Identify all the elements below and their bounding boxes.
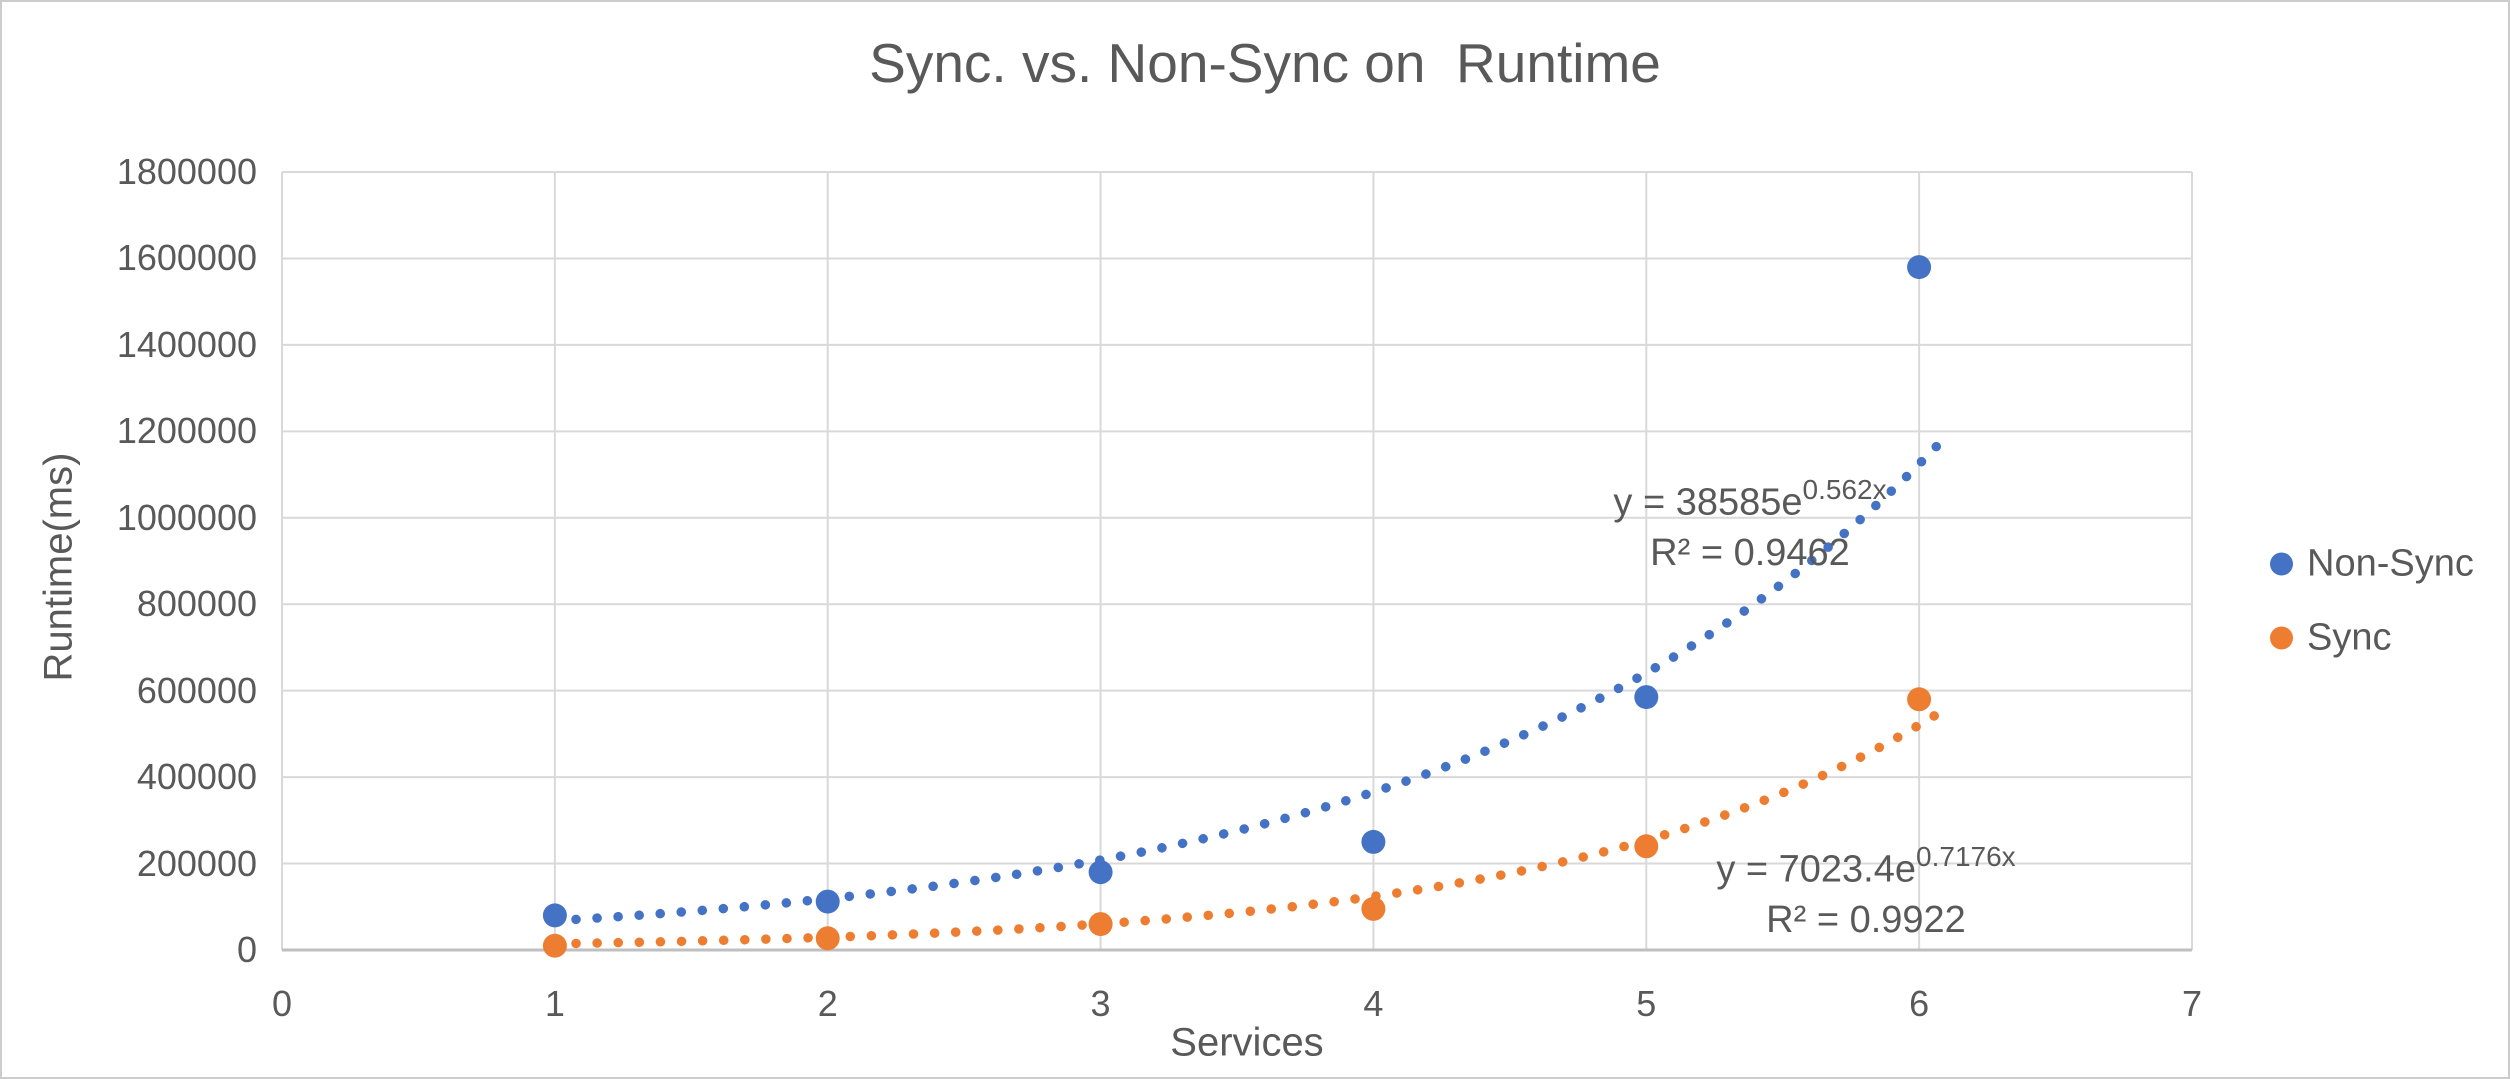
equation-base: y = 7023.4e — [1716, 848, 1917, 891]
x-tick-label: 7 — [2181, 983, 2203, 1024]
x-tick-label: 4 — [1363, 983, 1384, 1024]
x-tick-label: 0 — [271, 983, 293, 1024]
r-squared-line: R² = 0.9462 — [1650, 531, 1850, 574]
y-axis-title: Runtime(ms) — [36, 452, 81, 682]
trendline-non-sync — [550, 439, 1943, 926]
data-point-non-sync — [1088, 860, 1113, 885]
y-tick-label: 1800000 — [116, 151, 257, 192]
data-point-non-sync — [1907, 255, 1932, 280]
equation-line: y = 38585e0.562x — [1613, 467, 1886, 528]
trendline-equation-sync: y = 7023.4e0.7176x R² = 0.9922 — [1716, 834, 2015, 945]
data-point-non-sync — [815, 889, 840, 914]
legend-label-sync: Sync — [2307, 616, 2392, 659]
y-tick-label: 400000 — [136, 756, 257, 798]
data-point-sync — [1907, 687, 1932, 712]
equation-base: y = 38585e — [1613, 481, 1803, 524]
y-tick-label: 0 — [236, 929, 257, 970]
legend-item-non-sync: Non-Sync — [2270, 543, 2474, 586]
legend-marker-non-sync-icon — [2270, 552, 2293, 576]
x-tick-label: 1 — [544, 983, 565, 1024]
r-squared-line: R² = 0.9922 — [1766, 898, 1966, 941]
x-tick-label: 2 — [817, 983, 838, 1024]
trendline-sync — [550, 708, 1943, 949]
data-point-sync — [542, 933, 567, 958]
y-tick-label: 1400000 — [116, 323, 257, 365]
equation-line: y = 7023.4e0.7176x — [1716, 834, 2015, 895]
data-point-non-sync — [1634, 685, 1659, 710]
data-point-sync — [1361, 896, 1386, 921]
data-point-sync — [1088, 912, 1113, 937]
legend-item-sync: Sync — [2270, 617, 2391, 660]
y-tick-label: 1600000 — [116, 237, 257, 279]
x-tick-label: 6 — [1909, 983, 1930, 1024]
y-tick-label: 1200000 — [116, 410, 257, 452]
y-tick-label: 1000000 — [116, 496, 257, 538]
y-tick-label: 200000 — [136, 842, 257, 884]
legend-label-non-sync: Non-Sync — [2307, 542, 2474, 585]
x-axis-title: Services — [1170, 1020, 1324, 1065]
data-point-non-sync — [1361, 829, 1386, 854]
x-tick-label: 3 — [1090, 983, 1111, 1024]
data-point-sync — [1634, 834, 1659, 859]
trendline-equation-non-sync: y = 38585e0.562x R² = 0.9462 — [1613, 467, 1886, 578]
equation-exponent: 0.7176x — [1916, 841, 2016, 872]
x-tick-label: 5 — [1636, 983, 1657, 1024]
chart-title: Sync. vs. Non-Sync on Runtime — [869, 32, 1661, 94]
legend-marker-sync-icon — [2270, 626, 2293, 650]
y-tick-label: 600000 — [136, 669, 257, 711]
data-point-non-sync — [542, 903, 567, 928]
data-point-sync — [815, 926, 840, 951]
y-tick-label: 800000 — [136, 583, 257, 625]
equation-exponent: 0.562x — [1802, 474, 1887, 505]
